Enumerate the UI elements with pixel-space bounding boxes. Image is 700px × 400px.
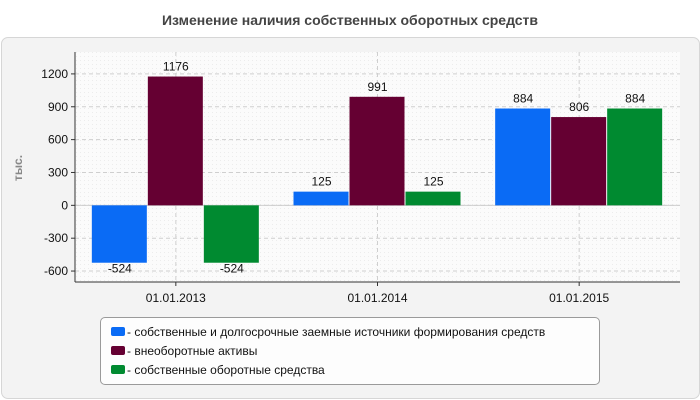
value-label-s0-c2: 884 bbox=[513, 92, 533, 106]
value-label-s1-c1: 991 bbox=[367, 80, 387, 94]
value-label-s2-c2: 884 bbox=[625, 92, 645, 106]
legend-label-sources: - собственные и долгосрочные заемные ист… bbox=[127, 325, 546, 339]
legend-item-working-capital: - собственные оборотные средства bbox=[111, 363, 325, 377]
legend-label-noncurrent-assets: - внеоборотные активы bbox=[127, 344, 258, 358]
bar-s2-c0 bbox=[203, 205, 259, 263]
x-tick-label: 01.01.2013 bbox=[146, 291, 206, 305]
bar-s1-c0 bbox=[147, 76, 203, 206]
axes: -600 -300 0 300 600 900 1200 01.01.2013 01.01.20… bbox=[41, 52, 680, 305]
y-tick-label: 1200 bbox=[41, 67, 68, 81]
value-label-s2-c0: -524 bbox=[220, 262, 244, 276]
x-tick-label: 01.01.2014 bbox=[347, 291, 407, 305]
value-label-s0-c1: 125 bbox=[311, 175, 331, 189]
value-label-s2-c1: 125 bbox=[423, 175, 443, 189]
bar-s0-c2 bbox=[495, 108, 551, 206]
x-tick-label: 01.01.2015 bbox=[549, 291, 609, 305]
y-tick-label: -300 bbox=[44, 231, 68, 245]
y-tick-label: 600 bbox=[48, 133, 68, 147]
legend-swatch-sources bbox=[111, 327, 125, 337]
value-label-s1-c0: 1176 bbox=[163, 60, 189, 74]
bar-s2-c1 bbox=[405, 191, 461, 206]
y-tick-label: 0 bbox=[61, 198, 68, 212]
bar-s0-c1 bbox=[293, 191, 349, 206]
y-tick-label: 300 bbox=[48, 165, 68, 179]
y-tick-label: -600 bbox=[44, 264, 68, 278]
bar-s1-c2 bbox=[551, 117, 607, 206]
bar-s2-c2 bbox=[607, 108, 663, 206]
legend-label-working-capital: - собственные оборотные средства bbox=[127, 363, 325, 377]
legend-item-sources: - собственные и долгосрочные заемные ист… bbox=[111, 325, 545, 339]
chart-title: Изменение наличия собственных оборотных … bbox=[161, 12, 539, 28]
y-tick-label: 900 bbox=[48, 100, 68, 114]
legend-item-noncurrent-assets: - внеоборотные активы bbox=[111, 344, 257, 358]
value-labels: -524 1176 -524 125 991 125 884 806 884 bbox=[108, 60, 646, 276]
value-label-s0-c0: -524 bbox=[108, 262, 132, 276]
legend-swatch-noncurrent-assets bbox=[111, 346, 125, 356]
legend-swatch-working-capital bbox=[111, 365, 125, 375]
legend: - собственные и долгосрочные заемные ист… bbox=[100, 317, 600, 385]
bar-s0-c0 bbox=[91, 205, 147, 263]
bars bbox=[91, 76, 663, 263]
value-label-s1-c2: 806 bbox=[569, 100, 589, 114]
bar-s1-c1 bbox=[349, 96, 405, 206]
y-axis-label: тыс. bbox=[11, 155, 25, 181]
